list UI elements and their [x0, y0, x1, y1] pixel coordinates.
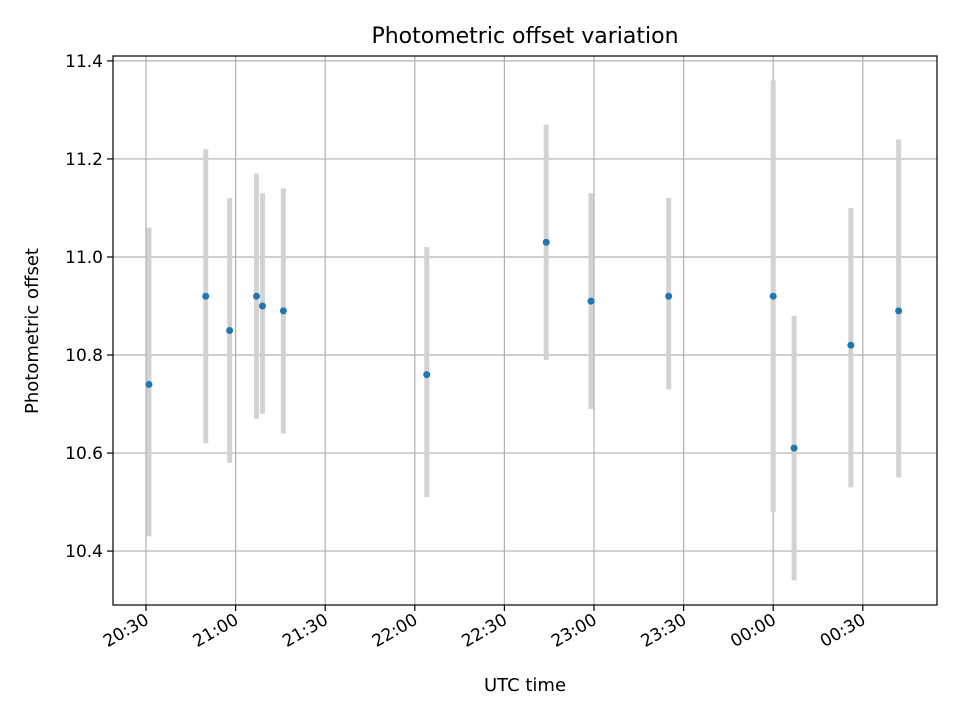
plot-frame: [112, 55, 938, 606]
y-tick-label: 11.4: [65, 52, 103, 72]
data-point: [769, 292, 777, 300]
data-point: [423, 371, 431, 379]
data-point: [790, 444, 798, 452]
data-point: [145, 380, 153, 388]
y-tick-label: 11.2: [65, 150, 103, 170]
data-points: [145, 238, 903, 452]
data-point: [895, 307, 903, 315]
data-point: [253, 292, 261, 300]
data-point: [542, 238, 550, 246]
data-point: [847, 341, 855, 349]
chart-title: Photometric offset variation: [371, 24, 678, 49]
grid: [113, 56, 937, 605]
y-tick-label: 10.4: [65, 542, 103, 562]
y-axis-label: Photometric offset: [22, 248, 43, 414]
data-point: [587, 297, 595, 305]
y-axis-ticks: 10.4 10.6 10.8 11.0 11.2 11.4: [65, 52, 113, 562]
y-tick-label: 10.6: [65, 444, 103, 464]
y-tick-label: 11.0: [65, 248, 103, 268]
data-point: [202, 292, 210, 300]
y-tick-label: 10.8: [65, 346, 103, 366]
x-axis-label: UTC time: [484, 675, 566, 696]
data-point: [279, 307, 287, 315]
data-point: [665, 292, 673, 300]
data-point: [226, 327, 234, 334]
data-point: [258, 302, 266, 310]
